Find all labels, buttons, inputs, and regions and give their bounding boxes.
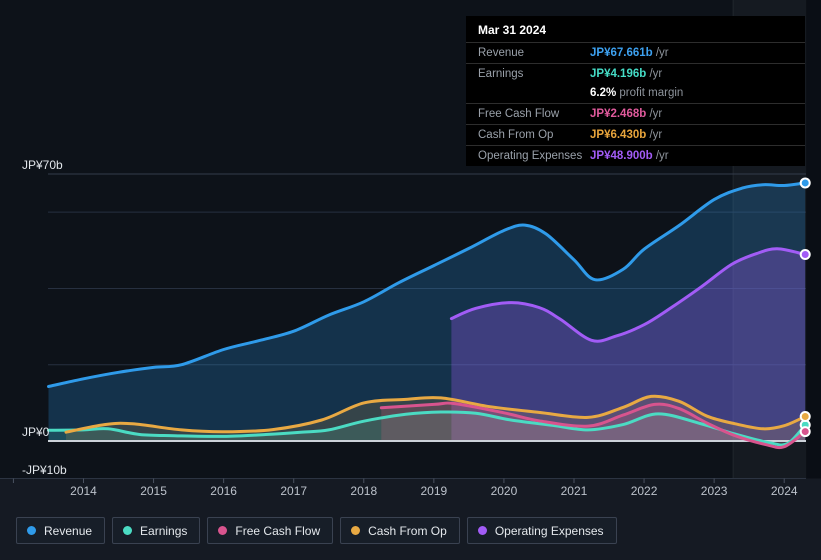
legend-item-label: Revenue: [44, 523, 93, 538]
tooltip-row-label: Free Cash Flow: [478, 108, 560, 120]
tooltip-row-value: JP¥2.468b /yr: [590, 108, 663, 120]
x-axis-label-2022: 2022: [631, 484, 658, 498]
endpoint-marker-cash_from_op[interactable]: [799, 410, 811, 422]
y-axis-label--10b: -JP¥10b: [22, 463, 67, 477]
series-line-revenue[interactable]: [47, 181, 807, 388]
chart-legend: Revenue Earnings Free Cash Flow Cash From O…: [16, 517, 617, 544]
legend-item-operating_expenses[interactable]: Operating Expenses: [466, 517, 617, 544]
earnings-series-color-dot: [123, 526, 133, 535]
tooltip-row-suffix: /yr: [652, 150, 669, 162]
legend-item-revenue[interactable]: Revenue: [16, 517, 106, 544]
plot-right-margin: [806, 0, 821, 479]
tooltip-row-value: JP¥48.900b /yr: [590, 150, 669, 162]
tooltip-row-value: JP¥67.661b /yr: [590, 47, 669, 59]
tooltip-row-suffix: /yr: [646, 108, 663, 120]
tooltip-row-suffix: /yr: [646, 129, 663, 141]
x-axis-label-2023: 2023: [701, 484, 728, 498]
tooltip-date: Mar 31 2024: [478, 23, 547, 37]
tooltip-row-value: JP¥6.430b /yr: [590, 129, 663, 141]
chart-tooltip: Mar 31 2024 Revenue JP¥67.661b /yr Earning…: [466, 16, 805, 166]
tooltip-row-label: Revenue: [478, 47, 525, 59]
area-fill-cash_from_op: [66, 396, 806, 441]
legend-item-earnings[interactable]: Earnings: [112, 517, 201, 544]
tooltip-row-revenue: Revenue JP¥67.661b /yr: [466, 42, 805, 63]
tooltip-row-suffix: /yr: [652, 47, 669, 59]
x-axis-label-2016: 2016: [210, 484, 237, 498]
tooltip-row-label: Operating Expenses: [478, 150, 583, 162]
x-axis-label-2015: 2015: [140, 484, 167, 498]
endpoint-marker-free_cash_flow[interactable]: [799, 426, 811, 438]
endpoint-marker-revenue[interactable]: [799, 177, 811, 189]
x-axis-label-2019: 2019: [420, 484, 447, 498]
series-line-operating_expenses[interactable]: [449, 247, 807, 343]
tooltip-row-label: Earnings: [478, 68, 524, 80]
legend-item-label: Cash From Op: [368, 523, 447, 538]
tooltip-row-operating-expenses: Operating Expenses JP¥48.900b /yr: [466, 145, 805, 166]
x-axis-label-2021: 2021: [561, 484, 588, 498]
area-fill-operating_expenses: [451, 248, 806, 441]
tooltip-row-value: 6.2% profit margin: [590, 87, 684, 99]
legend-item-cash_from_op[interactable]: Cash From Op: [340, 517, 460, 544]
cash_from_op-series-color-dot: [351, 526, 361, 535]
legend-item-label: Earnings: [140, 523, 188, 538]
free_cash_flow-series-color-dot: [218, 526, 228, 535]
tooltip-row-value: JP¥4.196b /yr: [590, 68, 663, 80]
tooltip-row-earnings: Earnings JP¥4.196b /yr: [466, 63, 805, 84]
tooltip-row-free-cash-flow: Free Cash Flow JP¥2.468b /yr: [466, 103, 805, 124]
x-axis-label-2018: 2018: [350, 484, 377, 498]
series-line-cash_from_op[interactable]: [64, 394, 807, 434]
endpoint-marker-operating_expenses[interactable]: [799, 248, 811, 260]
tooltip-rows: Revenue JP¥67.661b /yr Earnings JP¥4.196b /…: [466, 42, 805, 166]
revenue-series-color-dot: [27, 526, 36, 535]
series-line-free_cash_flow[interactable]: [379, 401, 807, 450]
legend-item-free_cash_flow[interactable]: Free Cash Flow: [207, 517, 334, 544]
x-axis-label-2024: 2024: [771, 484, 798, 498]
tooltip-row-cash-from-op: Cash From Op JP¥6.430b /yr: [466, 124, 805, 145]
tooltip-row-suffix: /yr: [646, 68, 663, 80]
tooltip-row-profit-margin: 6.2% profit margin: [466, 84, 805, 103]
legend-item-label: Operating Expenses: [494, 523, 604, 538]
legend-item-label: Free Cash Flow: [235, 523, 321, 538]
y-axis-label-0b: JP¥0: [22, 425, 50, 439]
x-axis-label-2014: 2014: [70, 484, 97, 498]
operating_expenses-series-color-dot: [477, 526, 487, 535]
tooltip-row-label: Cash From Op: [478, 129, 554, 141]
tooltip-row-suffix: profit margin: [616, 87, 684, 99]
area-fill-revenue: [48, 182, 806, 441]
x-axis-label-2020: 2020: [491, 484, 518, 498]
x-axis-label-2017: 2017: [280, 484, 307, 498]
y-axis-label-70b: JP¥70b: [22, 158, 63, 172]
